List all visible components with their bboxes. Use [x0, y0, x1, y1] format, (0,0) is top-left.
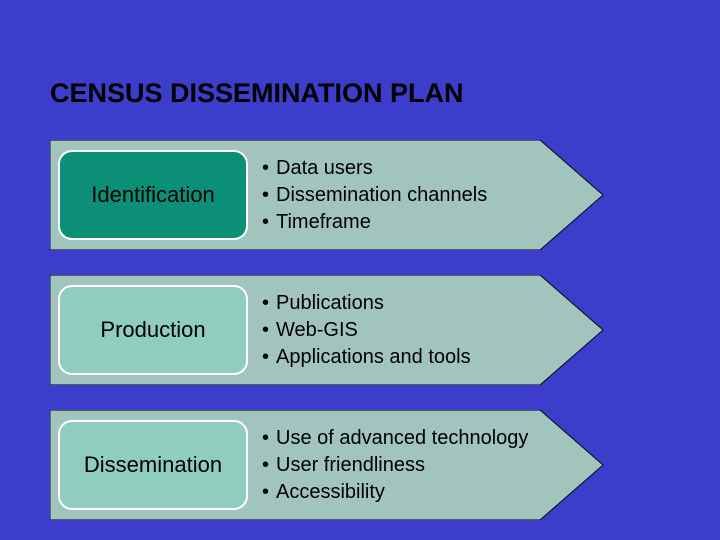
stage-label-dissemination: Dissemination: [58, 420, 248, 510]
bullet-item: •User friendliness: [262, 452, 528, 479]
bullet-item: •Publications: [262, 290, 471, 317]
stage-label-identification: Identification: [58, 150, 248, 240]
bullet-item: •Web-GIS: [262, 317, 471, 344]
bullet-list: •Data users •Dissemination channels •Tim…: [262, 140, 487, 250]
bullet-item: •Timeframe: [262, 209, 487, 236]
stage-label-text: Dissemination: [84, 452, 222, 478]
stage-label-production: Production: [58, 285, 248, 375]
slide: CENSUS DISSEMINATION PLAN Identification…: [0, 0, 720, 540]
stage-label-text: Identification: [91, 182, 215, 208]
bullet-item: •Applications and tools: [262, 344, 471, 371]
bullet-item: •Data users: [262, 155, 487, 182]
bullet-item: •Accessibility: [262, 479, 528, 506]
bullet-item: •Use of advanced technology: [262, 425, 528, 452]
bullet-list: •Publications •Web-GIS •Applications and…: [262, 275, 471, 385]
stage-label-text: Production: [100, 317, 205, 343]
bullet-list: •Use of advanced technology •User friend…: [262, 410, 528, 520]
slide-title: CENSUS DISSEMINATION PLAN: [50, 78, 464, 109]
bullet-item: •Dissemination channels: [262, 182, 487, 209]
